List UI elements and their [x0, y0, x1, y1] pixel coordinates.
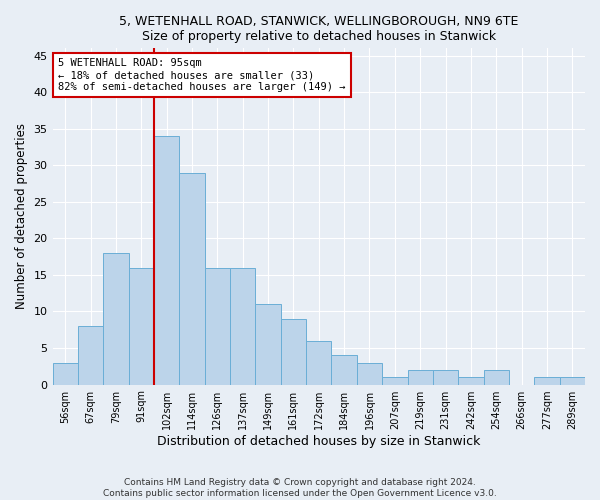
Bar: [458, 378, 484, 384]
Bar: [256, 304, 281, 384]
Text: Contains HM Land Registry data © Crown copyright and database right 2024.
Contai: Contains HM Land Registry data © Crown c…: [103, 478, 497, 498]
Bar: [534, 378, 560, 384]
Bar: [179, 172, 205, 384]
Bar: [230, 268, 256, 384]
Bar: [281, 319, 306, 384]
Bar: [306, 340, 331, 384]
Bar: [560, 378, 585, 384]
Bar: [53, 362, 78, 384]
Bar: [484, 370, 509, 384]
Text: 5 WETENHALL ROAD: 95sqm
← 18% of detached houses are smaller (33)
82% of semi-de: 5 WETENHALL ROAD: 95sqm ← 18% of detache…: [58, 58, 346, 92]
Bar: [357, 362, 382, 384]
Bar: [103, 253, 128, 384]
X-axis label: Distribution of detached houses by size in Stanwick: Distribution of detached houses by size …: [157, 434, 481, 448]
Bar: [128, 268, 154, 384]
Bar: [407, 370, 433, 384]
Title: 5, WETENHALL ROAD, STANWICK, WELLINGBOROUGH, NN9 6TE
Size of property relative t: 5, WETENHALL ROAD, STANWICK, WELLINGBORO…: [119, 15, 518, 43]
Bar: [331, 356, 357, 384]
Bar: [382, 378, 407, 384]
Bar: [433, 370, 458, 384]
Bar: [205, 268, 230, 384]
Bar: [78, 326, 103, 384]
Bar: [154, 136, 179, 384]
Y-axis label: Number of detached properties: Number of detached properties: [15, 124, 28, 310]
